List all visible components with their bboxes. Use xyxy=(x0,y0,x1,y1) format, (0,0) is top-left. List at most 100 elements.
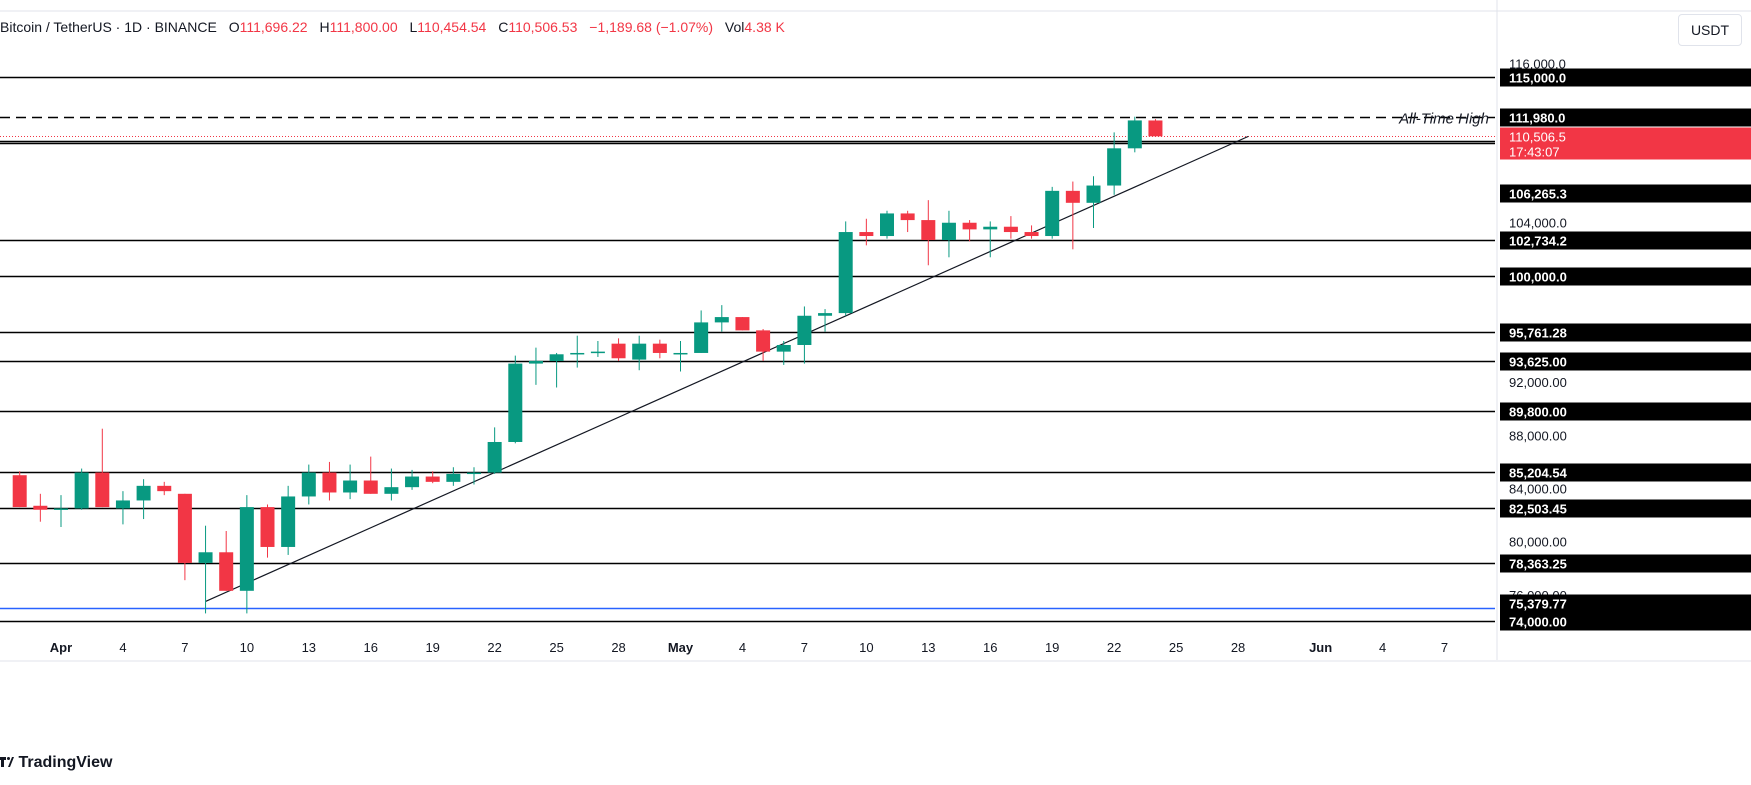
candle xyxy=(281,485,296,555)
candle-body xyxy=(859,232,874,237)
level-price-tag: 78,363.25 xyxy=(1500,554,1751,573)
level-tag-bg xyxy=(1500,108,1751,127)
x-tick-label: 7 xyxy=(801,640,808,655)
candle-body xyxy=(115,500,130,509)
candle xyxy=(446,467,461,486)
x-tick-label: Jun xyxy=(1309,640,1332,655)
symbol-title[interactable]: Bitcoin / TetherUS · 1D · BINANCE xyxy=(0,19,217,36)
x-tick-label: 16 xyxy=(364,640,378,655)
candle-body xyxy=(157,485,172,492)
candle xyxy=(33,493,48,522)
candle-body xyxy=(900,213,915,221)
level-price-tag: 89,800.00 xyxy=(1500,402,1751,421)
candle-body xyxy=(1148,120,1163,137)
extra-tag-label: 75,379.77 xyxy=(1509,597,1567,612)
candle xyxy=(12,471,27,508)
candle-body xyxy=(673,352,688,355)
currency-selector[interactable]: USDT xyxy=(1678,14,1742,46)
x-tick-label: 7 xyxy=(181,640,188,655)
candle xyxy=(549,352,564,388)
candle xyxy=(74,468,89,510)
x-tick-label: 13 xyxy=(921,640,935,655)
candle-body xyxy=(611,343,626,359)
candle xyxy=(384,468,399,501)
level-tag-bg xyxy=(1500,68,1751,87)
candle-body xyxy=(1024,232,1039,237)
x-tick-label: 4 xyxy=(739,640,746,655)
extra-tag-bg xyxy=(1500,184,1751,203)
level-price-tag: 95,761.28 xyxy=(1500,323,1751,342)
candle xyxy=(157,481,172,496)
candle-body xyxy=(198,552,213,563)
level-price-tag: 115,000.0 xyxy=(1500,68,1751,87)
candle-body xyxy=(880,213,894,237)
candle-body xyxy=(136,485,151,501)
candle xyxy=(239,495,254,614)
level-price-tag: 100,000.0 xyxy=(1500,267,1751,286)
candle xyxy=(694,310,709,353)
candle-body xyxy=(756,330,771,352)
x-tick-label: 10 xyxy=(240,640,254,655)
level-tag-label: 74,000.00 xyxy=(1509,615,1567,630)
candle xyxy=(487,427,502,474)
level-tag-bg xyxy=(1500,402,1751,421)
extra-tag-label: 106,265.3 xyxy=(1509,187,1567,202)
level-tag-bg xyxy=(1500,352,1751,371)
candle xyxy=(1024,225,1039,239)
x-tick-label: 22 xyxy=(487,640,501,655)
y-tick-label: 104,000.0 xyxy=(1509,216,1567,231)
level-tag-label: 78,363.25 xyxy=(1509,557,1567,572)
candle-body xyxy=(363,480,378,494)
level-tag-label: 115,000.0 xyxy=(1509,71,1566,86)
candle-body xyxy=(652,343,667,353)
candle xyxy=(714,305,729,332)
candle xyxy=(363,456,378,494)
level-tag-label: 85,204.54 xyxy=(1509,466,1568,481)
candle xyxy=(301,464,316,505)
y-tick-label: 88,000.00 xyxy=(1509,428,1567,443)
candle-body xyxy=(1003,226,1018,233)
level-tag-label: 111,980.0 xyxy=(1509,111,1565,126)
open-label: O xyxy=(228,19,240,36)
candle-body xyxy=(74,472,89,509)
candle xyxy=(1148,119,1163,137)
candle xyxy=(115,491,130,525)
level-tag-bg xyxy=(1500,499,1751,518)
x-tick-label: 28 xyxy=(611,640,625,655)
candle-body xyxy=(219,552,234,591)
countdown-label: 17:43:07 xyxy=(1509,145,1560,160)
tradingview-icon xyxy=(0,757,14,767)
candle xyxy=(652,339,667,359)
level-tag-label: 93,625.00 xyxy=(1509,355,1567,370)
candle xyxy=(590,341,605,357)
x-tick-label: 25 xyxy=(1169,640,1183,655)
candle xyxy=(425,471,440,484)
candle-body xyxy=(33,505,48,510)
low-label: L xyxy=(409,19,418,36)
change-value: −1,189.68 (−1.07%) xyxy=(589,19,714,36)
candle-body xyxy=(467,472,481,475)
candle xyxy=(941,210,956,258)
symbol-legend: Bitcoin / TetherUS · 1D · BINANCE O111,6… xyxy=(0,18,785,40)
candle xyxy=(900,210,915,233)
candle-body xyxy=(446,473,461,482)
high-label: H xyxy=(319,19,330,36)
candle-body xyxy=(1107,148,1122,186)
trendline xyxy=(205,135,1249,602)
close-label: C xyxy=(498,19,509,36)
candle-body xyxy=(487,441,502,473)
candle xyxy=(95,428,110,508)
tradingview-logo[interactable]: TradingView xyxy=(0,754,112,772)
candle xyxy=(198,525,213,614)
candle xyxy=(1127,116,1142,153)
candle-body xyxy=(735,317,750,331)
x-tick-label: 7 xyxy=(1441,640,1448,655)
candle xyxy=(776,341,791,365)
candle-body xyxy=(508,363,523,442)
candle xyxy=(54,495,68,528)
candle-body xyxy=(260,507,275,547)
x-tick-label: 22 xyxy=(1107,640,1121,655)
candle-body xyxy=(177,493,192,563)
candle xyxy=(260,504,275,558)
